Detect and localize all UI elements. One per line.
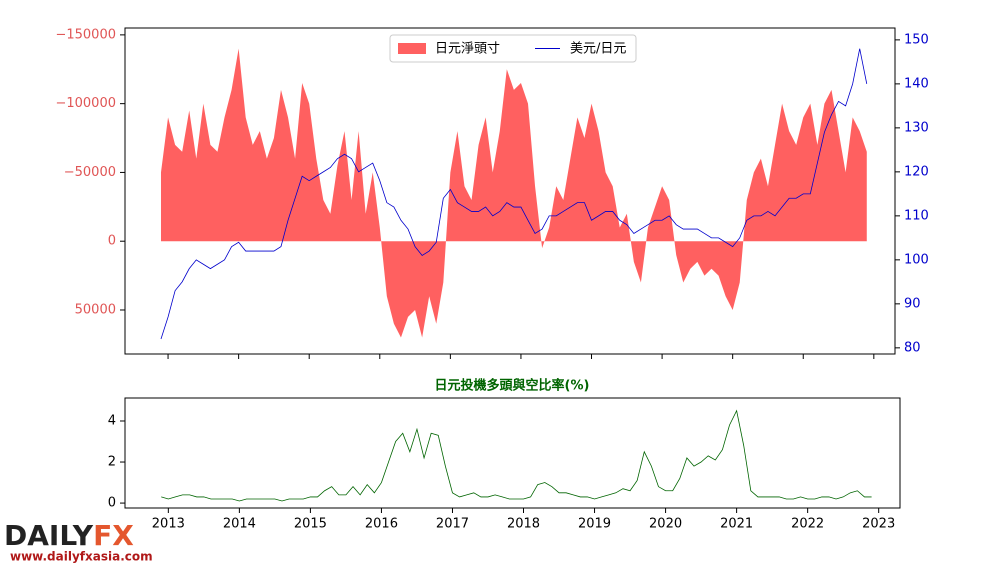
y2-tick-label: 110 (904, 208, 929, 223)
y-tick-label: 2 (108, 455, 116, 470)
y-tick-label: 0 (108, 234, 116, 249)
bottom-frame (124, 397, 901, 509)
ratio-line (161, 409, 872, 502)
y2-tick-label: 120 (904, 164, 929, 179)
y2-tick-label: 130 (904, 120, 929, 135)
usdjpy-line (160, 48, 868, 340)
y-tick-label: −150000 (55, 27, 116, 42)
y2-tick-label: 80 (904, 340, 921, 355)
y-tick-label: 4 (108, 413, 116, 428)
x-tick-label: 2017 (436, 517, 469, 532)
x-tick-label: 2015 (294, 517, 327, 532)
y2-tick-label: 100 (904, 252, 929, 267)
x-tick-label: 2021 (720, 517, 753, 532)
legend: 日元淨頭寸 美元/日元 (389, 34, 637, 63)
y2-tick-label: 140 (904, 76, 929, 91)
legend-swatch (398, 43, 426, 54)
y-tick-label: 50000 (75, 302, 116, 317)
x-tick-label: 2013 (152, 517, 185, 532)
x-tick-label: 2022 (791, 517, 824, 532)
net-position-area (160, 48, 867, 338)
x-tick-label: 2016 (365, 517, 398, 532)
y-tick-label: −50000 (64, 165, 116, 180)
legend-label: 日元淨頭寸 (435, 42, 500, 57)
logo-fx: FX (93, 519, 134, 552)
y-tick-label: 0 (108, 496, 116, 511)
x-tick-label: 2019 (578, 517, 611, 532)
x-tick-label: 2018 (507, 517, 540, 532)
logo-daily: DAILY (4, 519, 94, 552)
logo-brand: DAILYFX (4, 519, 134, 552)
logo-url: www.dailyfxasia.com (10, 550, 153, 564)
top-frame (124, 27, 896, 355)
ratio-title: 日元投機多頭與空比率(%) (435, 378, 590, 394)
x-tick-label: 2023 (862, 517, 895, 532)
legend-box (389, 34, 637, 63)
legend-label: 美元/日元 (570, 42, 626, 57)
x-tick-label: 2014 (223, 517, 256, 532)
y2-tick-label: 150 (904, 32, 929, 47)
y2-tick-label: 90 (904, 296, 921, 311)
x-tick-label: 2020 (649, 517, 682, 532)
y-tick-label: −100000 (55, 96, 116, 111)
